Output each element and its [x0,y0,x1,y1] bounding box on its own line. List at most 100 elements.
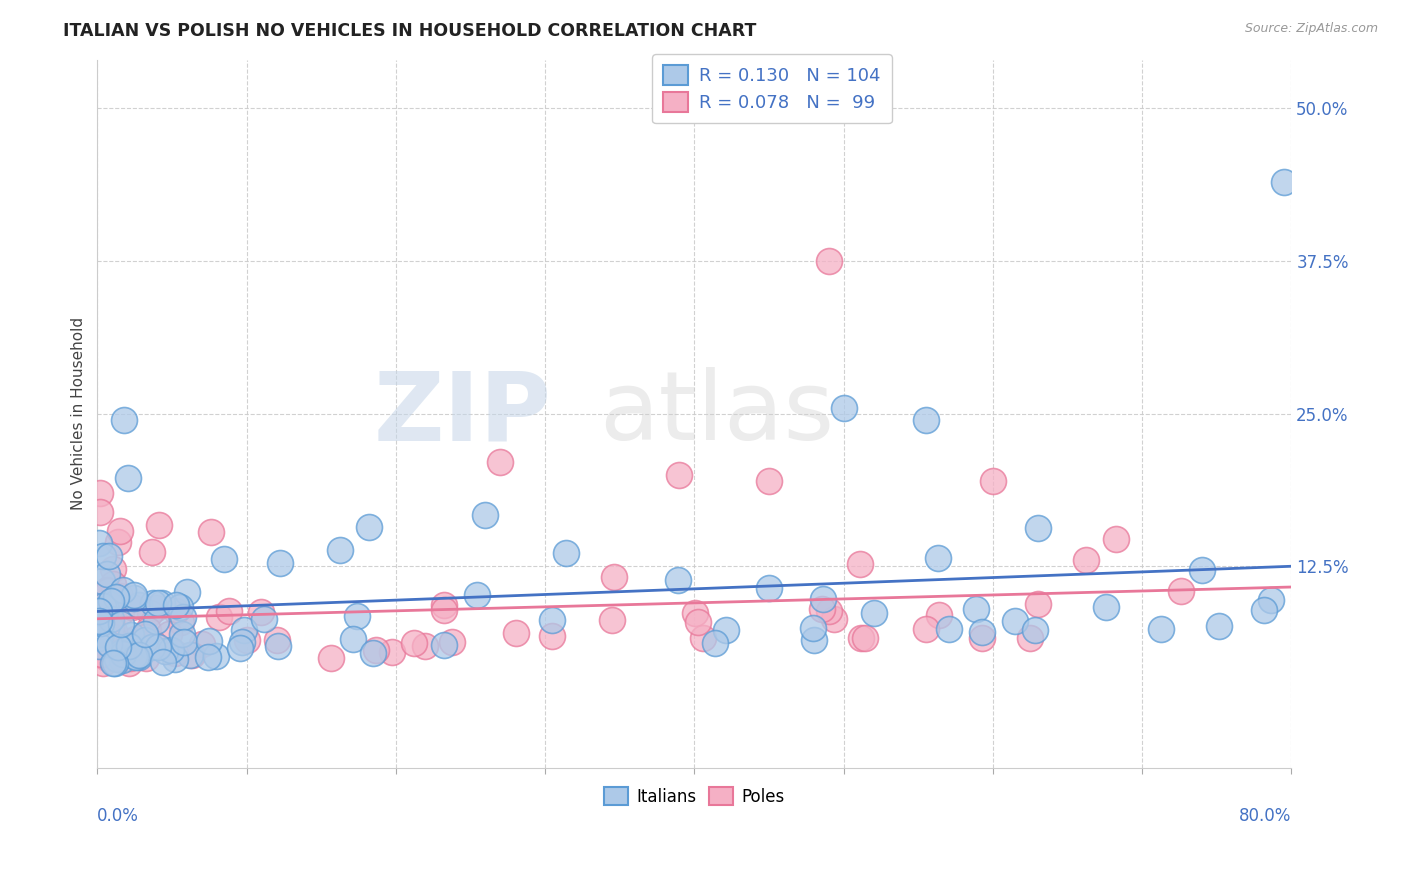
Point [96,616,118,631]
Point [89,646,111,660]
Point [150,596,173,610]
Point [97,549,120,563]
Point [758,474,780,488]
Text: 80.0%: 80.0% [1239,806,1291,824]
Point [266,633,288,648]
Point [118,651,141,665]
Text: ITALIAN VS POLISH NO VEHICLES IN HOUSEHOLD CORRELATION CHART: ITALIAN VS POLISH NO VEHICLES IN HOUSEHO… [63,22,756,40]
Point [98,620,121,634]
Point [1095,599,1118,614]
Point [704,636,727,650]
Point [1272,175,1295,189]
Point [541,629,564,643]
Point [100,594,122,608]
Point [686,615,709,629]
Point [440,634,463,648]
Point [404,636,426,650]
Legend: Italians, Poles: Italians, Poles [598,780,792,813]
Point [108,524,131,538]
Point [602,613,624,627]
Point [489,455,512,469]
Point [91,631,114,645]
Point [97,583,120,598]
Point [231,634,253,648]
Point [1104,533,1126,547]
Point [692,631,714,645]
Point [134,631,156,645]
Point [1026,597,1049,611]
Point [96,622,118,636]
Point [817,604,839,618]
Point [157,627,180,641]
Point [96,567,118,582]
Point [91,549,114,563]
Point [208,610,231,624]
Point [134,627,156,641]
Point [1208,619,1230,633]
Point [89,604,111,618]
Point [179,648,201,662]
Point [1170,583,1192,598]
Point [87,615,110,629]
Point [87,631,110,645]
Point [849,558,872,572]
Point [165,598,187,612]
Y-axis label: No Vehicles in Household: No Vehicles in Household [72,317,86,510]
Point [250,605,273,619]
Point [107,640,129,654]
Point [319,650,342,665]
Point [96,641,118,656]
Point [110,617,132,632]
Point [104,656,127,670]
Point [148,517,170,532]
Point [94,638,117,652]
Point [205,648,228,663]
Point [98,597,121,611]
Point [121,599,143,614]
Point [120,628,142,642]
Point [474,508,496,523]
Point [118,639,141,653]
Point [253,612,276,626]
Point [928,608,950,623]
Point [134,633,156,648]
Point [555,546,578,560]
Point [107,535,129,549]
Point [165,604,187,618]
Point [433,598,456,612]
Point [128,649,150,664]
Point [361,646,384,660]
Point [93,648,115,662]
Point [172,610,194,624]
Point [1074,553,1097,567]
Point [117,471,139,485]
Point [141,545,163,559]
Point [666,573,689,587]
Point [105,649,128,664]
Point [172,627,194,641]
Point [329,543,352,558]
Point [111,648,134,662]
Point [813,592,835,607]
Point [232,624,254,638]
Point [1260,593,1282,607]
Text: Source: ZipAtlas.com: Source: ZipAtlas.com [1244,22,1378,36]
Point [100,621,122,635]
Point [122,640,145,655]
Point [90,647,112,661]
Point [1019,632,1042,646]
Point [1253,603,1275,617]
Point [235,632,257,647]
Point [269,556,291,570]
Point [212,551,235,566]
Point [122,588,145,602]
Point [683,606,706,620]
Point [714,624,737,638]
Point [197,650,219,665]
Point [811,602,834,616]
Point [96,651,118,665]
Point [914,413,936,427]
Point [1024,624,1046,638]
Point [153,644,176,658]
Point [98,637,121,651]
